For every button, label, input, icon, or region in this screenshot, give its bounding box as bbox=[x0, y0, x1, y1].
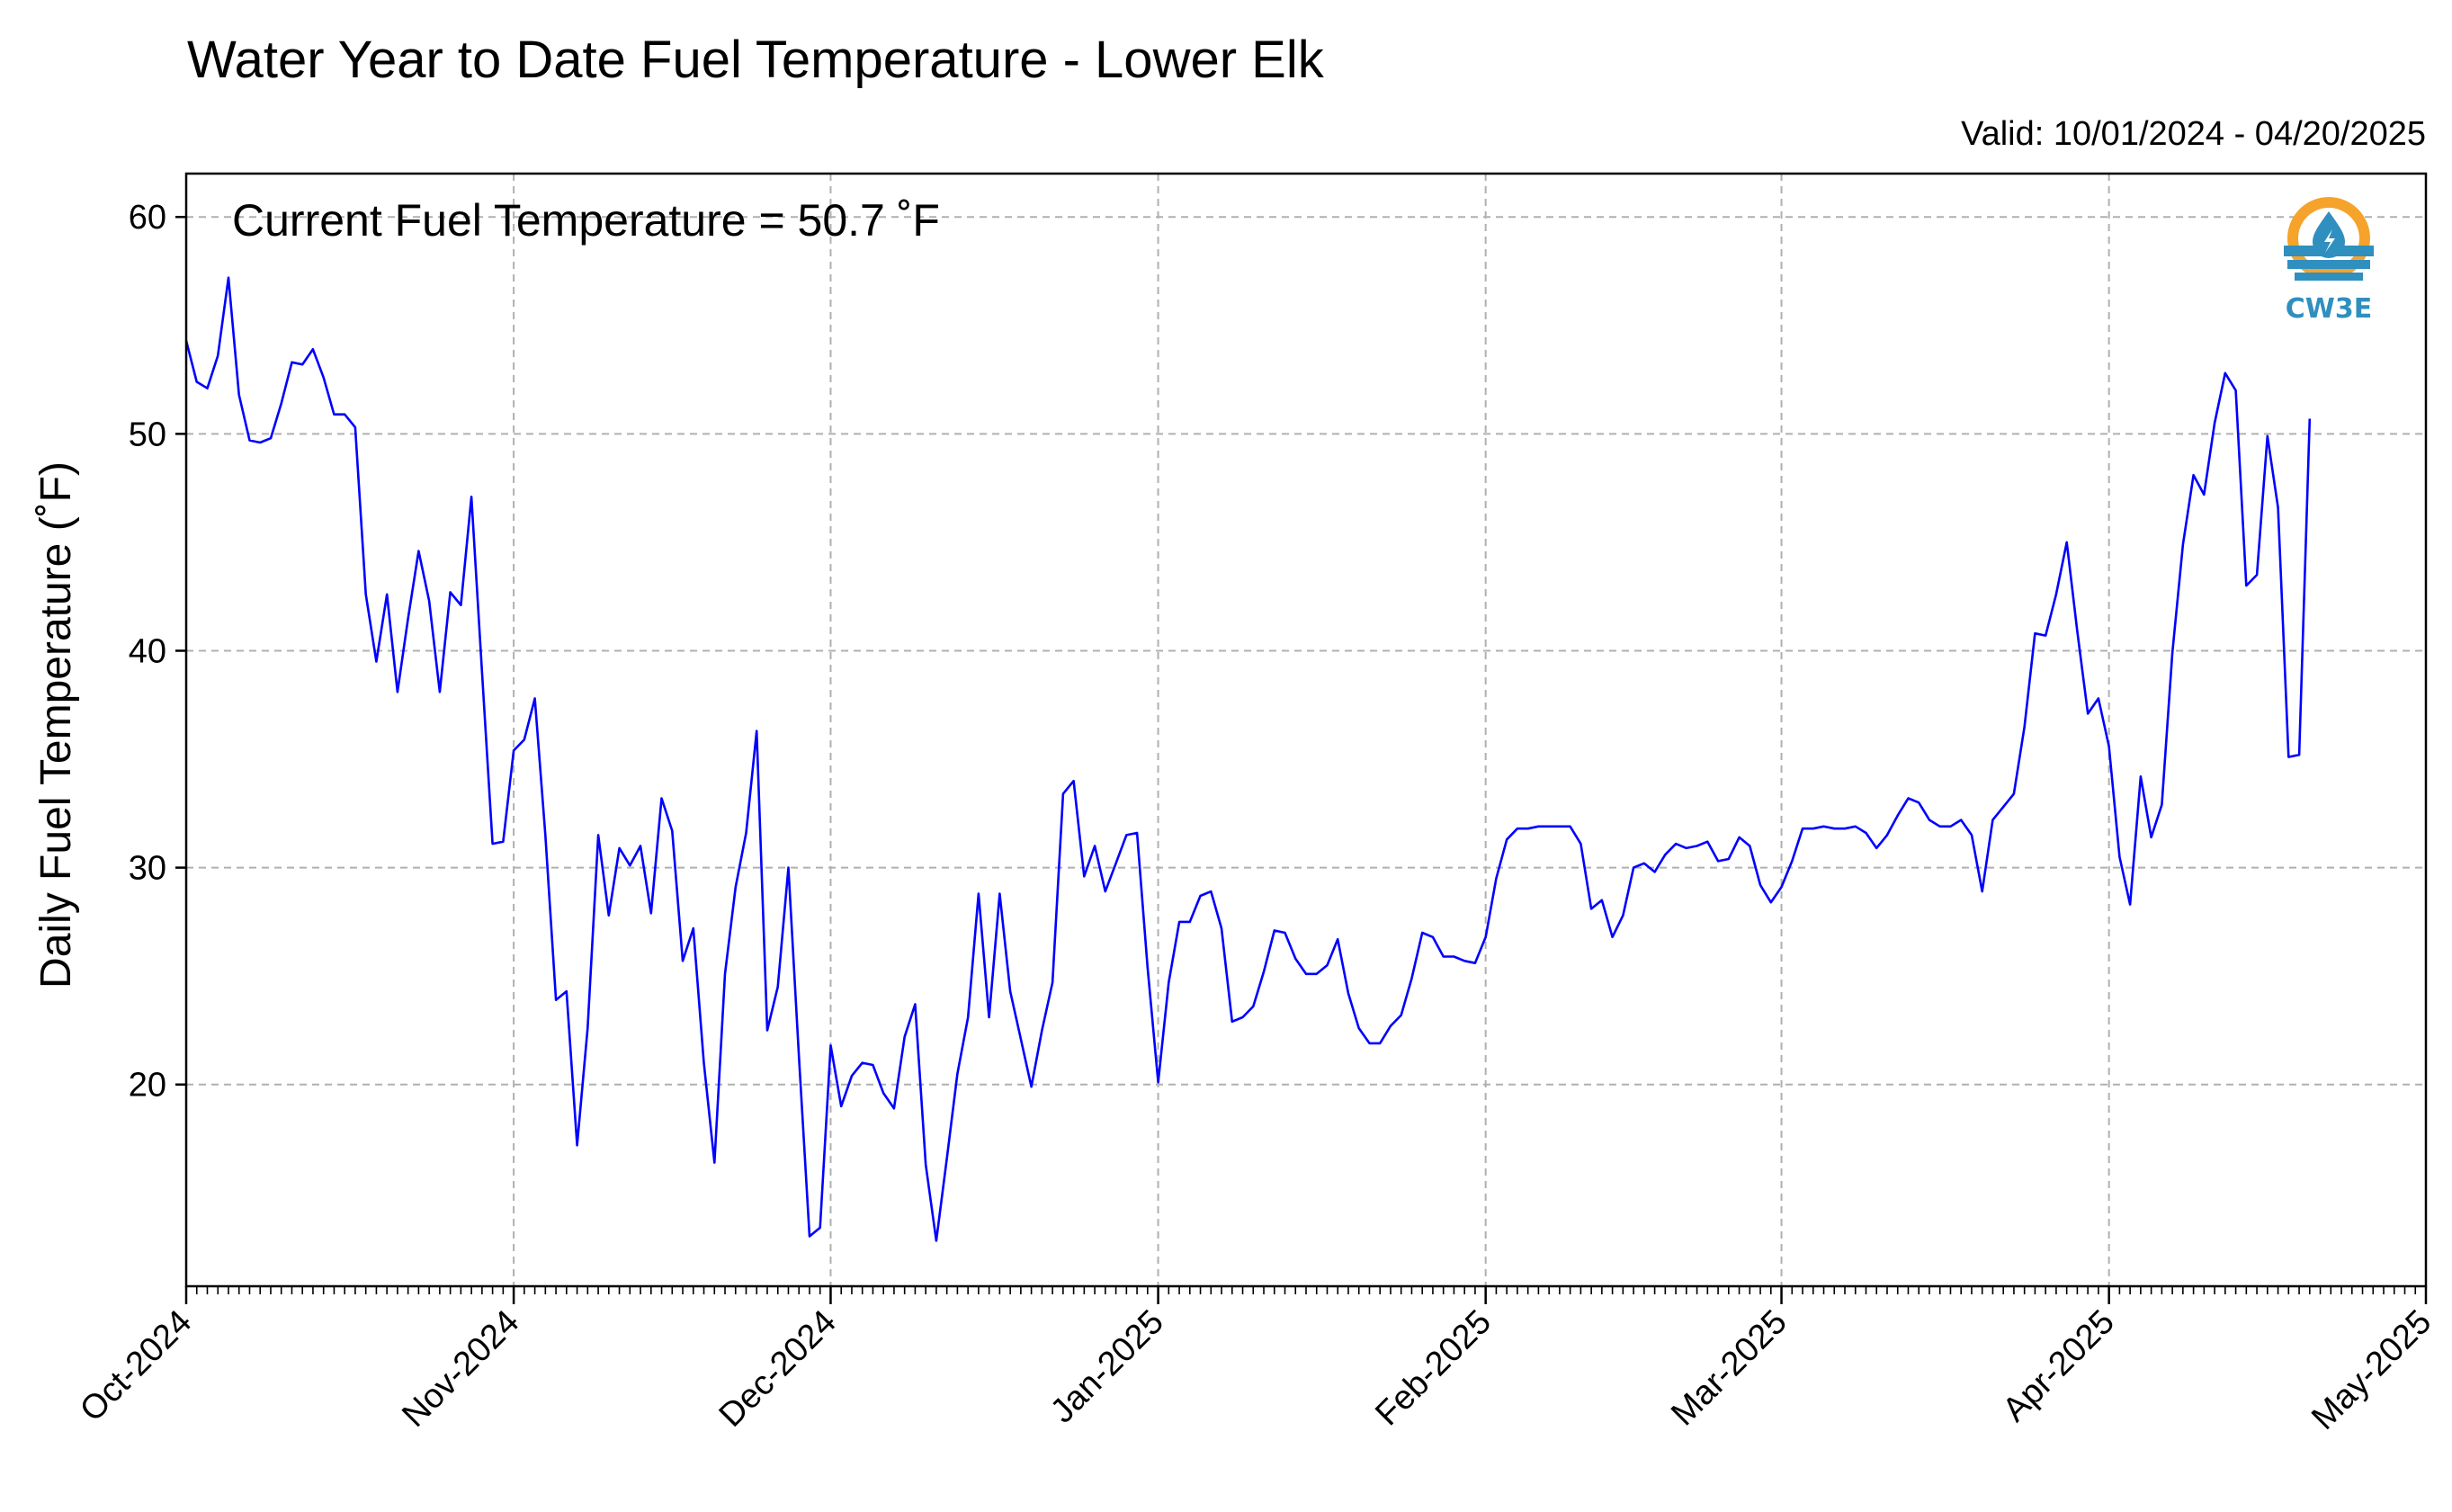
chart-title: Water Year to Date Fuel Temperature - Lo… bbox=[187, 31, 1325, 89]
series-layer bbox=[184, 276, 2312, 1242]
y-axis-label: Daily Fuel Temperature (˚F) bbox=[32, 461, 80, 989]
bolt-icon bbox=[2324, 229, 2335, 253]
logo-text: CW3E bbox=[2286, 293, 2372, 325]
y-tick-label: 20 bbox=[129, 1067, 166, 1105]
grid bbox=[185, 174, 2427, 1286]
series-line bbox=[184, 276, 2312, 1242]
y-tick-label: 60 bbox=[129, 199, 166, 237]
cw3e-logo: CW3E bbox=[2284, 197, 2374, 325]
y-tick-label: 40 bbox=[129, 632, 166, 670]
water-drop-icon bbox=[2313, 211, 2345, 258]
valid-date-range: Valid: 10/01/2024 - 04/20/2025 bbox=[1961, 115, 2426, 153]
y-tick-label: 50 bbox=[129, 416, 166, 453]
logo-wave-2 bbox=[2287, 260, 2370, 269]
y-tick-label: 30 bbox=[129, 850, 166, 888]
current-value-annotation: Current Fuel Temperature = 50.7 ˚F bbox=[232, 195, 940, 246]
logo-wave-3 bbox=[2295, 273, 2363, 281]
